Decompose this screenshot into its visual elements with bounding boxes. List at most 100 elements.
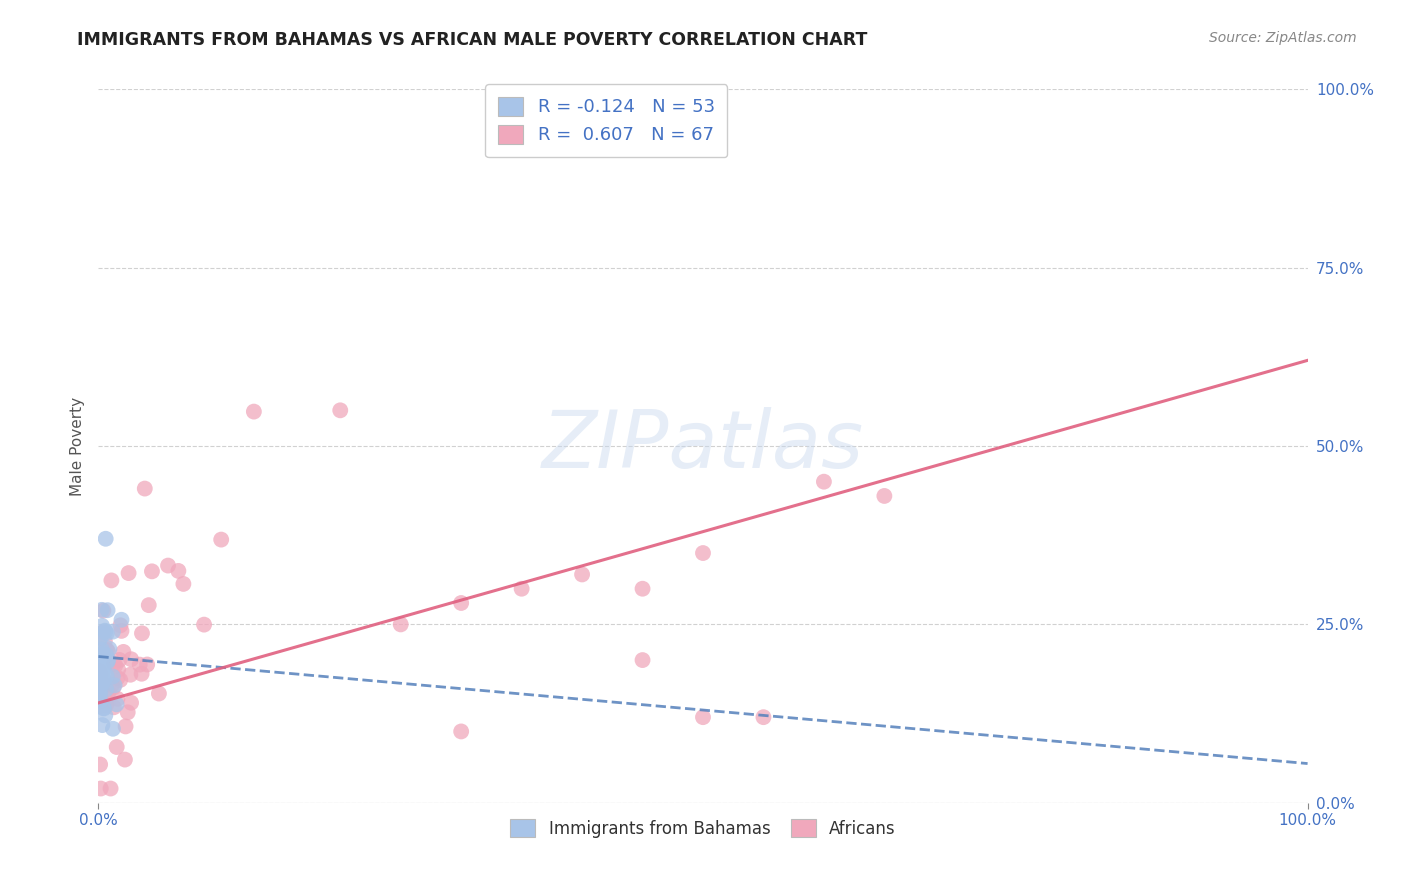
Point — [94, 624, 117, 639]
Point — [510, 582, 533, 596]
Point — [91, 619, 114, 633]
Point — [110, 673, 132, 687]
Point — [89, 686, 111, 700]
Point — [90, 642, 112, 657]
Point — [94, 648, 117, 662]
Point — [101, 722, 124, 736]
Point — [114, 753, 136, 767]
Point — [117, 706, 139, 720]
Point — [193, 617, 215, 632]
Point — [97, 685, 120, 699]
Y-axis label: Male Poverty: Male Poverty — [69, 396, 84, 496]
Text: Source: ZipAtlas.com: Source: ZipAtlas.com — [1209, 31, 1357, 45]
Point — [389, 617, 412, 632]
Point — [692, 710, 714, 724]
Point — [89, 664, 111, 678]
Point — [450, 596, 472, 610]
Point — [120, 652, 142, 666]
Point — [91, 665, 114, 679]
Point — [89, 687, 111, 701]
Point — [87, 692, 110, 706]
Point — [89, 676, 111, 690]
Point — [87, 657, 110, 671]
Point — [100, 574, 122, 588]
Point — [89, 670, 111, 684]
Point — [450, 724, 472, 739]
Point — [90, 781, 112, 796]
Point — [87, 633, 110, 648]
Point — [91, 665, 114, 679]
Point — [131, 666, 153, 681]
Point — [89, 684, 111, 698]
Point — [96, 669, 118, 683]
Point — [117, 566, 139, 580]
Point — [89, 699, 111, 714]
Point — [90, 667, 112, 681]
Point — [96, 643, 118, 657]
Point — [97, 653, 120, 667]
Point — [107, 663, 129, 677]
Point — [89, 671, 111, 685]
Text: ZIPatlas: ZIPatlas — [541, 407, 865, 485]
Point — [97, 603, 120, 617]
Point — [94, 532, 117, 546]
Point — [112, 645, 135, 659]
Point — [101, 678, 124, 692]
Point — [329, 403, 352, 417]
Point — [90, 603, 112, 617]
Point — [873, 489, 896, 503]
Point — [136, 657, 159, 672]
Point — [131, 626, 153, 640]
Point — [93, 604, 115, 618]
Point — [110, 613, 132, 627]
Point — [90, 673, 112, 687]
Point — [138, 598, 160, 612]
Point — [105, 739, 128, 754]
Point — [89, 757, 111, 772]
Point — [134, 482, 156, 496]
Point — [103, 657, 125, 671]
Point — [98, 641, 121, 656]
Point — [90, 648, 112, 663]
Point — [108, 653, 131, 667]
Point — [128, 657, 150, 672]
Legend: Immigrants from Bahamas, Africans: Immigrants from Bahamas, Africans — [503, 813, 903, 845]
Point — [96, 656, 118, 670]
Point — [103, 681, 125, 695]
Point — [103, 700, 125, 714]
Point — [209, 533, 232, 547]
Point — [93, 701, 115, 715]
Point — [114, 719, 136, 733]
Point — [90, 667, 112, 681]
Point — [90, 676, 112, 690]
Point — [90, 630, 112, 644]
Point — [90, 694, 112, 708]
Point — [94, 708, 117, 723]
Point — [93, 673, 115, 687]
Point — [90, 680, 112, 694]
Point — [90, 648, 112, 663]
Point — [91, 651, 114, 665]
Point — [110, 624, 132, 638]
Point — [90, 659, 112, 673]
Point — [104, 658, 127, 673]
Point — [89, 678, 111, 692]
Point — [631, 582, 654, 596]
Point — [91, 660, 114, 674]
Point — [101, 624, 124, 639]
Point — [96, 626, 118, 640]
Point — [96, 698, 118, 712]
Point — [91, 673, 114, 688]
Point — [167, 564, 190, 578]
Point — [93, 696, 115, 710]
Point — [101, 669, 124, 683]
Point — [107, 691, 129, 706]
Point — [91, 718, 114, 732]
Point — [107, 671, 129, 685]
Point — [91, 701, 114, 715]
Point — [243, 404, 266, 418]
Point — [148, 687, 170, 701]
Point — [120, 696, 142, 710]
Point — [813, 475, 835, 489]
Point — [110, 618, 132, 632]
